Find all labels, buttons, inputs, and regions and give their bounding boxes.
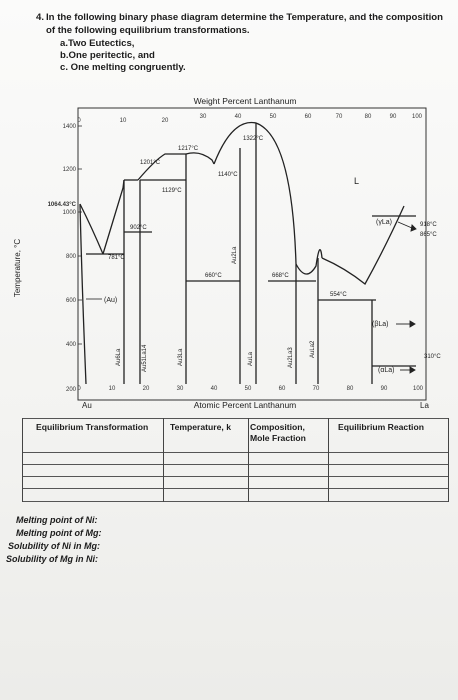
left-element: Au: [82, 401, 92, 410]
note-solubility-ni-in-mg: Solubility of Ni in Mg:: [8, 541, 100, 551]
bottom-tick-40: 40: [211, 386, 218, 392]
bottom-tick-90: 90: [381, 386, 388, 392]
bottom-tick-100: 100: [413, 386, 424, 392]
label-1129: 1129°C: [162, 188, 182, 194]
y-tick-400: 400: [66, 342, 77, 348]
phase-beta-la: (βLa): [372, 321, 388, 328]
top-tick-20: 20: [162, 118, 169, 124]
label-1322: 1322°C: [243, 136, 264, 142]
top-tick-70: 70: [336, 114, 343, 120]
top-tick-90: 90: [390, 114, 397, 120]
top-tick-100: 100: [412, 114, 423, 120]
label-668: 668°C: [272, 273, 289, 279]
label-1140: 1140°C: [218, 172, 238, 178]
top-tick-50: 50: [270, 114, 277, 120]
question-number: 4.: [36, 12, 45, 23]
right-element: La: [420, 401, 429, 410]
liquidus-au-side: [79, 203, 104, 255]
phase-aula2: AuLa2: [310, 340, 316, 358]
phase-au2la: Au2La: [232, 246, 238, 264]
liquidus-la-side: [321, 205, 405, 285]
label-918: 918°C: [420, 222, 437, 228]
note-melting-mg: Melting point of Mg:: [16, 528, 102, 538]
bottom-tick-30: 30: [177, 386, 184, 392]
label-781: 781°C: [108, 255, 125, 261]
bottom-tick-20: 20: [143, 386, 150, 392]
label-660: 660°C: [205, 273, 222, 279]
header-transformation: Equilibrium Transformation: [36, 422, 149, 432]
y-tick-200: 200: [66, 387, 77, 393]
label-310: 310°C: [424, 354, 441, 360]
top-tick-10: 10: [120, 118, 127, 124]
note-solubility-mg-in-ni: Solubility of Mg in Ni:: [6, 554, 98, 564]
bottom-tick-70: 70: [313, 386, 320, 392]
bottom-axis-title: Atomic Percent Lanthanum: [194, 400, 297, 410]
header-composition: Composition, Mole Fraction: [250, 422, 306, 443]
question-item-eutectics: a.Two Eutectics,: [60, 38, 135, 49]
phase-liquid: L: [354, 176, 359, 186]
y-tick-1200: 1200: [63, 167, 77, 173]
bottom-tick-10: 10: [109, 386, 116, 392]
top-tick-0: 0: [77, 118, 81, 124]
liquidus-aula-dome: [213, 121, 297, 265]
top-tick-40: 40: [235, 114, 242, 120]
liquidus-au51la14: [137, 153, 186, 181]
phase-au6la: Au6La: [116, 348, 122, 366]
phase-au: (Au): [104, 297, 117, 304]
header-reaction: Equilibrium Reaction: [338, 422, 424, 432]
label-1217: 1217°C: [178, 146, 199, 152]
header-temperature: Temperature, k: [170, 422, 231, 432]
top-tick-60: 60: [305, 114, 312, 120]
phase-au51la14: Au51La14: [142, 344, 148, 372]
question-item-peritectic: b.One peritectic, and: [60, 50, 155, 61]
phase-au2la3: Au2La3: [288, 347, 294, 368]
phase-aula: AuLa: [248, 351, 254, 366]
liquidus-au3la: [185, 152, 215, 165]
bottom-tick-60: 60: [279, 386, 286, 392]
bottom-tick-80: 80: [347, 386, 354, 392]
top-tick-80: 80: [365, 114, 372, 120]
y-tick-1000: 1000: [63, 210, 77, 216]
y-tick-1064: 1064.43°C: [48, 202, 77, 208]
phase-diagram: Weight Percent Lanthanum 0 10 20 30 40 5…: [13, 96, 441, 410]
y-tick-1400: 1400: [63, 124, 77, 130]
label-1201: 1201°C: [140, 160, 161, 166]
y-tick-600: 600: [66, 298, 77, 304]
answer-table: Equilibrium Transformation Temperature, …: [22, 418, 449, 502]
bottom-tick-0: 0: [77, 386, 81, 392]
phase-gamma-la: (γLa): [376, 219, 392, 226]
question-stem: In the following binary phase diagram de…: [46, 12, 443, 36]
y-tick-800: 800: [66, 254, 77, 260]
top-axis-title: Weight Percent Lanthanum: [194, 96, 297, 106]
phase-au3la: Au3La: [178, 348, 184, 366]
phase-alpha-la: (αLa): [378, 367, 395, 374]
bottom-tick-50: 50: [245, 386, 252, 392]
y-axis-title: Temperature, °C: [13, 239, 22, 298]
question-item-congruent: c. One melting congruently.: [60, 62, 186, 73]
top-tick-30: 30: [200, 114, 207, 120]
liquidus-au6la: [102, 179, 125, 255]
note-melting-ni: Melting point of Ni:: [16, 515, 98, 525]
plot-frame: [77, 107, 427, 401]
liquidus-au2la3: [295, 249, 323, 275]
au-solvus: [79, 203, 87, 385]
label-554: 554°C: [330, 292, 347, 298]
label-902: 902°C: [130, 225, 147, 231]
label-865: 865°C: [420, 232, 437, 238]
